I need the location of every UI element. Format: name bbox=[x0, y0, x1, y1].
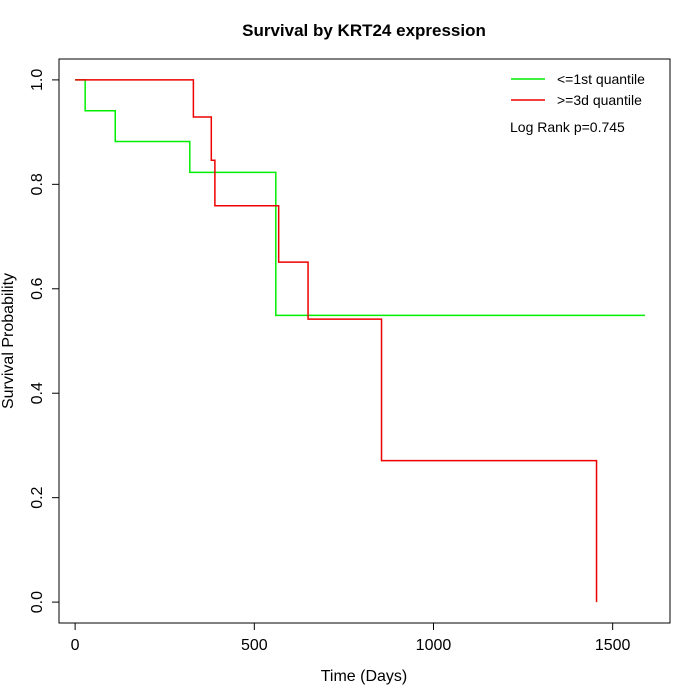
y-tick-label: 1.0 bbox=[29, 69, 46, 91]
y-tick-label: 0.0 bbox=[29, 591, 46, 613]
legend-label-1: <=1st quantile bbox=[557, 71, 645, 87]
y-tick-label: 0.2 bbox=[29, 486, 46, 508]
x-tick-label: 500 bbox=[241, 637, 268, 654]
y-axis: 0.0 0.2 0.4 0.6 0.8 1.0 bbox=[29, 69, 60, 613]
legend: <=1st quantile >=3d quantile bbox=[511, 71, 645, 108]
x-axis: 0 500 1000 1500 bbox=[71, 622, 631, 654]
x-axis-label: Time (Days) bbox=[321, 668, 408, 685]
log-rank-annotation: Log Rank p=0.745 bbox=[510, 119, 625, 135]
series-line-2 bbox=[75, 79, 598, 603]
x-tick-label: 0 bbox=[71, 637, 80, 654]
y-tick-label: 0.4 bbox=[29, 382, 46, 404]
series-layer bbox=[75, 79, 645, 603]
y-axis-label: Survival Probability bbox=[0, 273, 17, 409]
series-line-1 bbox=[75, 79, 645, 317]
plot-frame bbox=[58, 58, 671, 624]
y-tick-label: 0.8 bbox=[29, 173, 46, 195]
y-tick-label: 0.6 bbox=[29, 278, 46, 300]
x-tick-label: 1500 bbox=[595, 637, 631, 654]
x-tick-label: 1000 bbox=[416, 637, 452, 654]
legend-label-2: >=3d quantile bbox=[557, 92, 642, 108]
chart-title: Survival by KRT24 expression bbox=[242, 21, 486, 40]
